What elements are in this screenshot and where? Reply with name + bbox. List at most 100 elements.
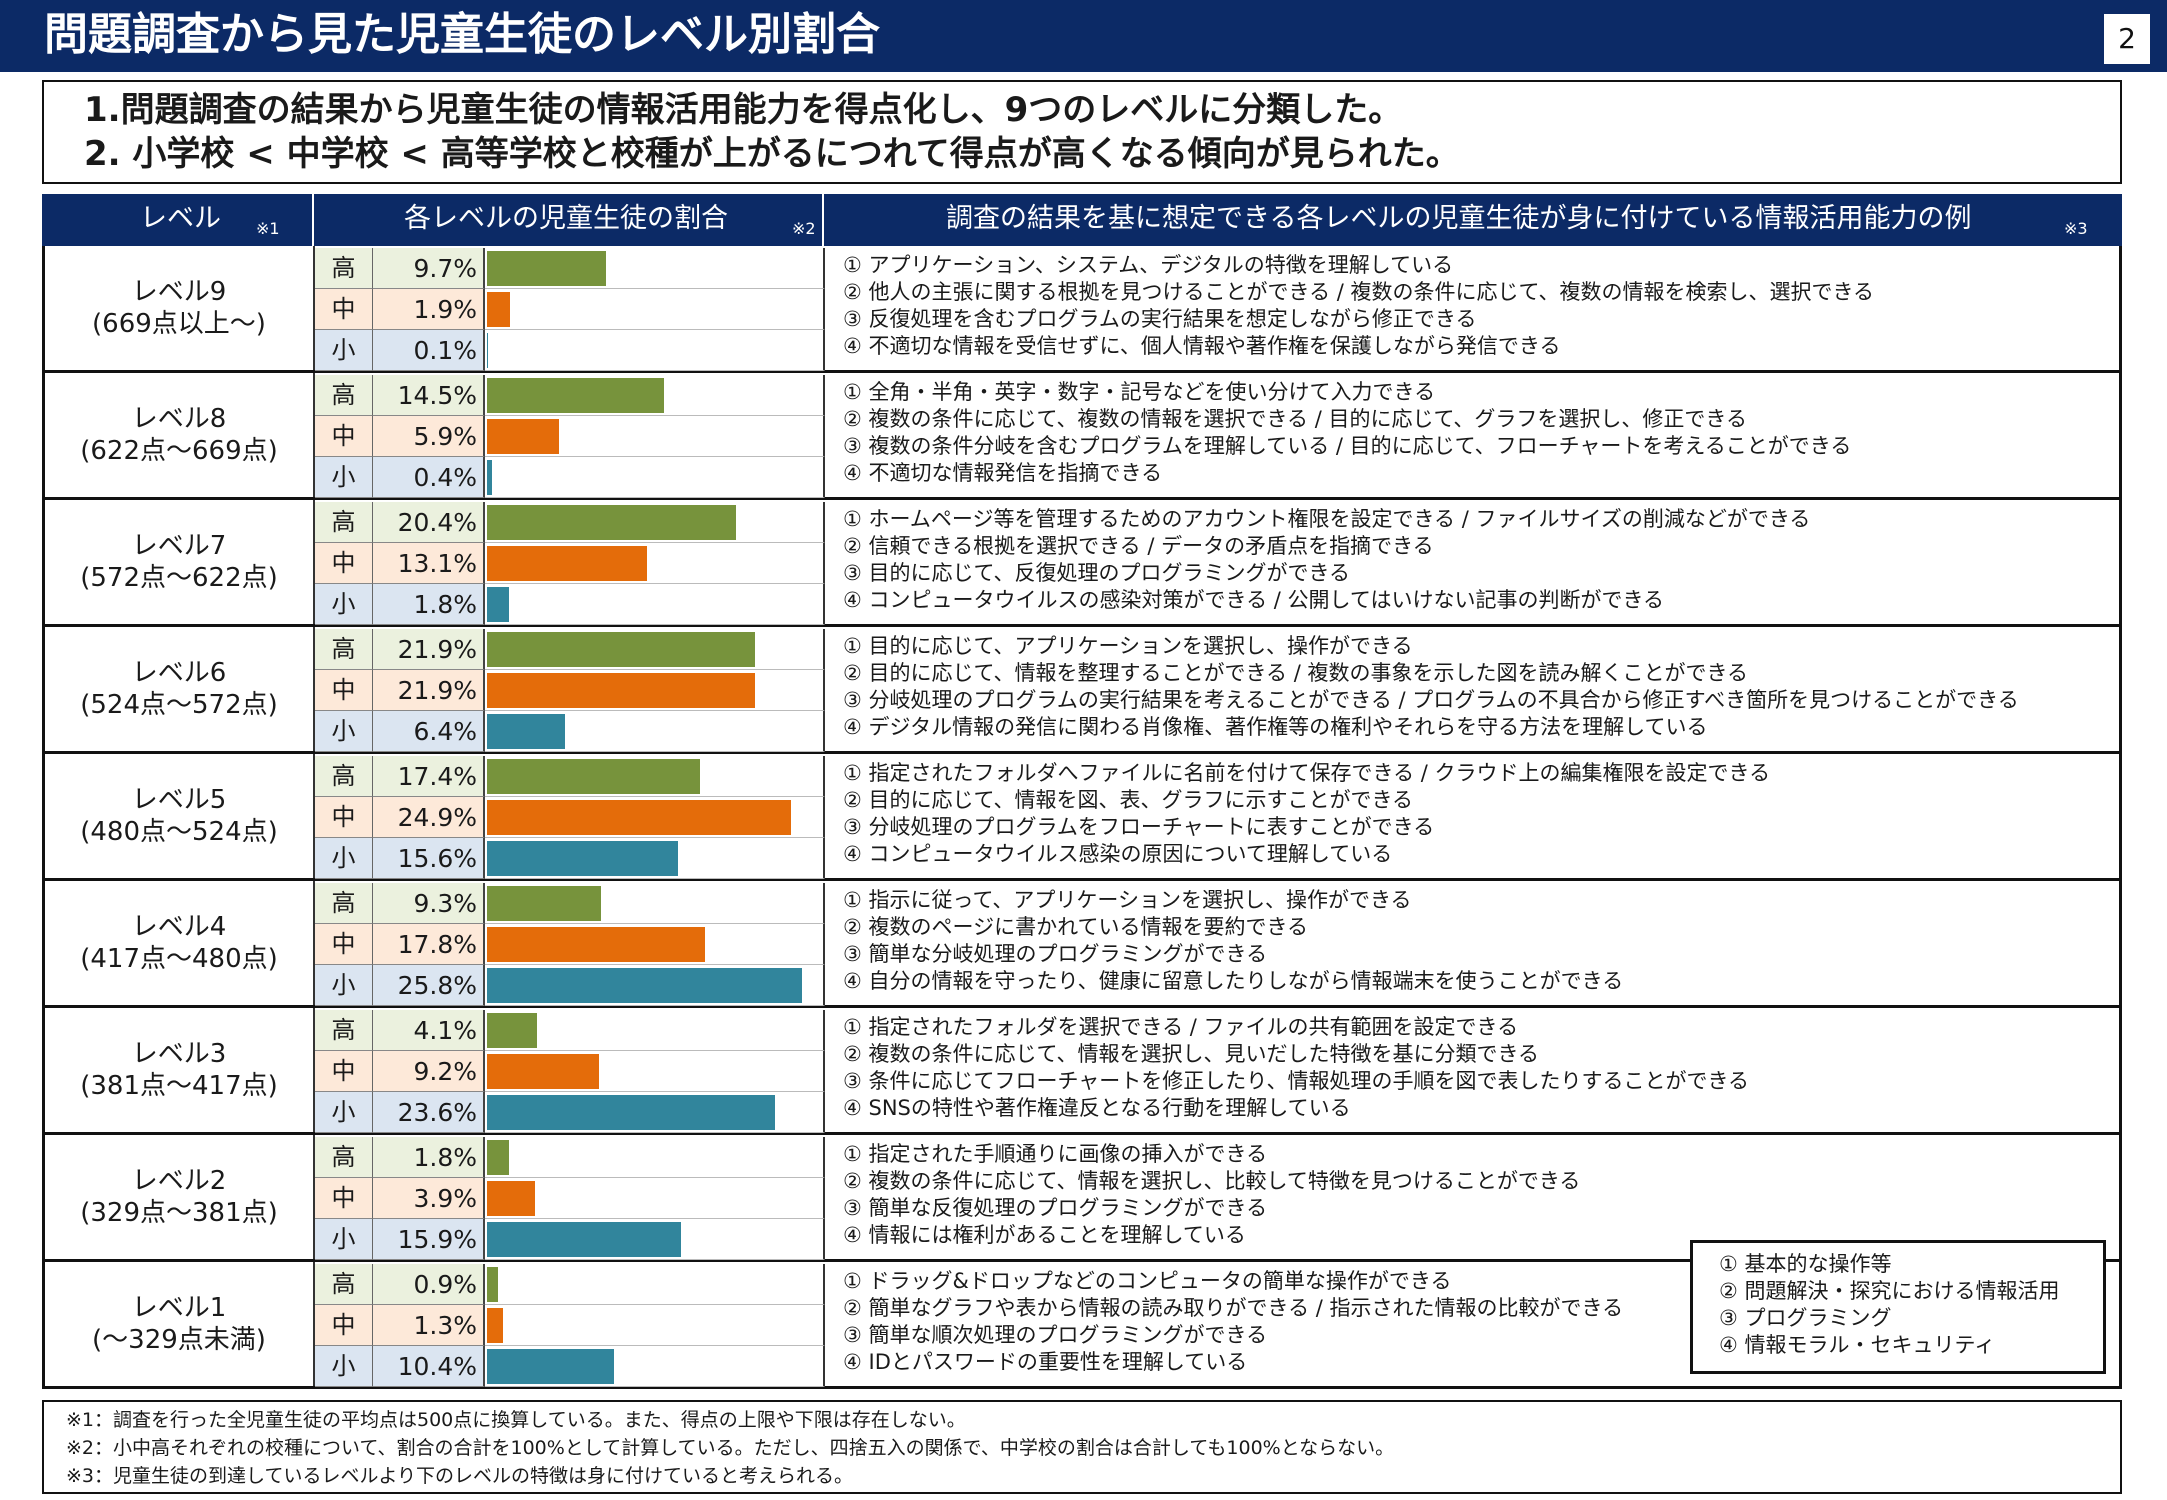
bar-track [485,584,825,625]
desc-cell: ① アプリケーション、システム、デジタルの特徴を理解している ② 他人の主張に関す… [825,246,2119,370]
desc-item: ③ 簡単な分岐処理のプログラミングができる [843,942,1268,966]
bar-track [485,838,825,879]
bar-track [485,416,825,457]
percent-label: 9.3% [373,883,485,924]
level-cell: レベル1 (～329点未満) [45,1262,315,1386]
level-cell: レベル8 (622点～669点) [45,373,315,497]
percent-label: 1.9% [373,289,485,330]
school-label: 小 [315,1092,373,1133]
bar-track [485,1346,825,1387]
school-label: 小 [315,711,373,752]
school-label: 中 [315,1051,373,1092]
school-row: 小 15.9% [315,1219,825,1260]
percent-label: 17.8% [373,924,485,965]
school-row: 高 17.4% [315,756,825,797]
level-name: レベル3 [131,1039,227,1069]
school-row: 中 17.8% [315,924,825,965]
ratio-bar [487,378,664,413]
school-row: 中 1.3% [315,1305,825,1346]
bar-track [485,797,825,838]
percent-label: 9.2% [373,1051,485,1092]
level-cell: レベル9 (669点以上～) [45,246,315,370]
ratio-bar [487,333,488,368]
desc-cell: ① 指定されたフォルダへファイルに名前を付けて保存できる / クラウド上の編集権… [825,754,2119,878]
percent-label: 21.9% [373,670,485,711]
bar-track [485,289,825,330]
level-row: レベル2 (329点～381点) 高 1.8% 中 3.9% 小 15.9% ① 指定された手順… [42,1135,2122,1262]
desc-item: ① 指定された手順通りに画像の挿入ができる [843,1142,1268,1166]
summary-box: 1.問題調査の結果から児童生徒の情報活用能力を得点化し、9つのレベルに分類した。… [42,80,2122,184]
school-label: 高 [315,756,373,797]
desc-item: ④ 自分の情報を守ったり、健康に留意したりしながら情報端末を使うことができる [843,969,1624,993]
level-range: (～329点未満) [92,1325,266,1355]
bar-track [485,502,825,543]
desc-item: ③ 簡単な反復処理のプログラミングができる [843,1196,1268,1220]
desc-item: ③ 複数の条件分岐を含むプログラムを理解している / 目的に応じて、フローチャー… [843,434,1852,458]
percent-label: 14.5% [373,375,485,416]
level-row: レベル8 (622点～669点) 高 14.5% 中 5.9% 小 0.4% ① 全角・半角・英… [42,373,2122,500]
level-name: レベル5 [131,785,227,815]
percent-label: 25.8% [373,965,485,1006]
desc-cell: ① 指定された手順通りに画像の挿入ができる ② 複数の条件に応じて、情報を選択し、… [825,1135,2119,1259]
desc-item: ④ コンピュータウイルスの感染対策ができる / 公開してはいけない記事の判断がで… [843,588,1665,612]
school-label: 高 [315,1137,373,1178]
school-label: 高 [315,629,373,670]
percent-label: 15.9% [373,1219,485,1260]
ratio-bar [487,714,565,749]
school-label: 中 [315,543,373,584]
desc-item: ② 信頼できる根拠を選択できる / データの矛盾点を指摘できる [843,534,1434,558]
bar-track [485,1305,825,1346]
legend-item: ① 基本的な操作等 [1719,1252,1892,1276]
desc-item: ④ デジタル情報の発信に関わる肖像権、著作権等の権利やそれらを守る方法を理解して… [843,715,1708,739]
bar-track [485,248,825,289]
header-ratio-cell: 各レベルの児童生徒の割合 ※2 [314,194,822,246]
desc-item: ① 指定されたフォルダへファイルに名前を付けて保存できる / クラウド上の編集権… [843,761,1771,785]
ratio-bar [487,1054,599,1089]
bar-track [485,1178,825,1219]
desc-item: ③ 分岐処理のプログラムをフローチャートに表すことができる [843,815,1435,839]
desc-cell: ① 目的に応じて、アプリケーションを選択し、操作ができる ② 目的に応じて、情報を… [825,627,2119,751]
header-ratio: 各レベルの児童生徒の割合 [404,203,728,234]
desc-cell: ① 全角・半角・英字・数字・記号などを使い分けて入力できる ② 複数の条件に応じて… [825,373,2119,497]
ratio-bar [487,632,755,667]
ratio-bar [487,1013,537,1048]
bar-track [485,883,825,924]
header-level-note: ※1 [256,219,280,238]
bar-track [485,1092,825,1133]
school-row: 小 0.1% [315,330,825,371]
ratio-bar [487,927,705,962]
footnote-1: ※1：調査を行った全児童生徒の平均点は500点に換算している。また、得点の上限や… [66,1409,966,1431]
bar-track [485,756,825,797]
level-range: (329点～381点) [80,1198,278,1228]
school-label: 高 [315,1010,373,1051]
category-legend: ① 基本的な操作等 ② 問題解決・探究における情報活用 ③ プログラミング ④ … [1690,1240,2106,1374]
ratio-bar [487,587,509,622]
ratio-bar [487,968,802,1003]
ratio-bar [487,419,559,454]
header-desc-cell: 調査の結果を基に想定できる各レベルの児童生徒が身に付けている情報活用能力の例 ※… [824,194,2122,246]
desc-item: ② 複数の条件に応じて、複数の情報を選択できる / 目的に応じて、グラフを選択し… [843,407,1747,431]
percent-label: 6.4% [373,711,485,752]
bar-track [485,924,825,965]
school-label: 小 [315,457,373,498]
desc-item: ② 目的に応じて、情報を整理することができる / 複数の事象を示した図を読み解く… [843,661,1749,685]
percent-label: 15.6% [373,838,485,879]
level-row: レベル5 (480点～524点) 高 17.4% 中 24.9% 小 15.6% ① 指定された… [42,754,2122,881]
ratio-bar [487,673,755,708]
level-range: (669点以上～) [92,309,266,339]
school-label: 中 [315,1305,373,1346]
desc-item: ④ 不適切な情報を受信せずに、個人情報や著作権を保護しながら発信できる [843,334,1561,358]
desc-item: ④ IDとパスワードの重要性を理解している [843,1350,1248,1374]
percent-label: 1.8% [373,584,485,625]
level-row: レベル1 (～329点未満) 高 0.9% 中 1.3% 小 10.4% ① ドラッグ&ドロップ… [42,1262,2122,1389]
school-row: 高 9.7% [315,248,825,289]
school-row: 中 13.1% [315,543,825,584]
school-label: 高 [315,248,373,289]
header-desc-note: ※3 [2064,219,2088,238]
desc-item: ② 目的に応じて、情報を図、表、グラフに示すことができる [843,788,1414,812]
footnote-3: ※3：児童生徒の到達しているレベルより下のレベルの特徴は身に付けていると考えられ… [66,1465,854,1487]
percent-label: 0.1% [373,330,485,371]
percent-label: 20.4% [373,502,485,543]
legend-item: ③ プログラミング [1719,1306,1892,1330]
bar-track [485,711,825,752]
